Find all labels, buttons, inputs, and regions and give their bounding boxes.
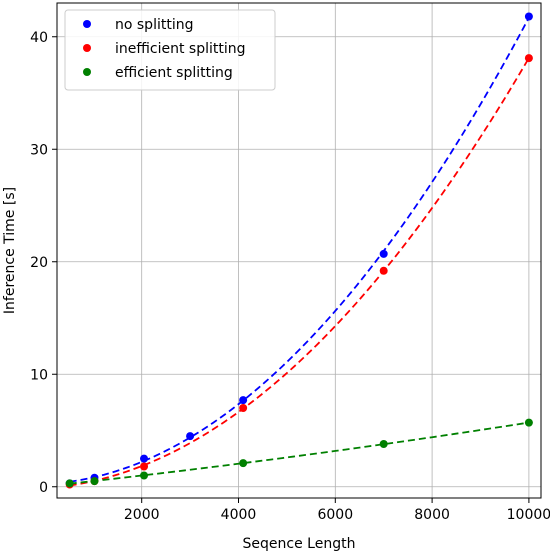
- legend-marker: [83, 68, 91, 76]
- data-point-series-0: [140, 454, 149, 463]
- data-point-series-1: [379, 266, 388, 275]
- x-tick-label: 6000: [317, 507, 353, 523]
- data-point-series-1: [524, 54, 533, 63]
- legend-marker: [83, 44, 91, 52]
- x-tick-label: 2000: [124, 507, 160, 523]
- data-point-series-2: [65, 479, 74, 488]
- data-point-series-2: [524, 418, 533, 427]
- x-tick-label: 8000: [414, 507, 450, 523]
- data-point-series-0: [186, 432, 195, 441]
- x-tick-label: 10000: [507, 507, 550, 523]
- data-point-series-2: [140, 471, 149, 480]
- plot-frame: [56, 2, 542, 499]
- legend-box: [64, 9, 276, 91]
- data-point-series-2: [90, 477, 99, 486]
- legend-marker: [83, 20, 91, 28]
- y-tick-label: 40: [30, 30, 48, 46]
- y-tick-label: 0: [39, 480, 48, 496]
- x-tick-label: 4000: [221, 507, 257, 523]
- y-tick-label: 10: [30, 367, 48, 383]
- data-point-series-0: [239, 396, 248, 405]
- x-axis-label: Seqence Length: [243, 536, 356, 552]
- ticks: 2000 4000 6000 8000 10000 0 10 20 30 40: [30, 30, 550, 523]
- y-tick-label: 30: [30, 142, 48, 158]
- data-points: [65, 12, 533, 489]
- legend-label: inefficient splitting: [115, 41, 246, 57]
- fit-line-series-1: [69, 57, 530, 487]
- legend: no splitting inefficient splitting efficie…: [64, 9, 276, 91]
- data-point-series-1: [140, 462, 149, 471]
- legend-label: efficient splitting: [115, 65, 233, 81]
- fit-line-series-2: [69, 421, 530, 485]
- legend-label: no splitting: [115, 17, 193, 33]
- data-point-series-1: [239, 404, 248, 412]
- data-point-series-2: [239, 459, 248, 468]
- data-point-series-2: [379, 440, 388, 448]
- y-axis-label: Inference Time [s]: [2, 187, 18, 314]
- data-point-series-0: [379, 249, 388, 258]
- data-point-series-0: [524, 12, 533, 21]
- y-tick-label: 20: [30, 255, 48, 271]
